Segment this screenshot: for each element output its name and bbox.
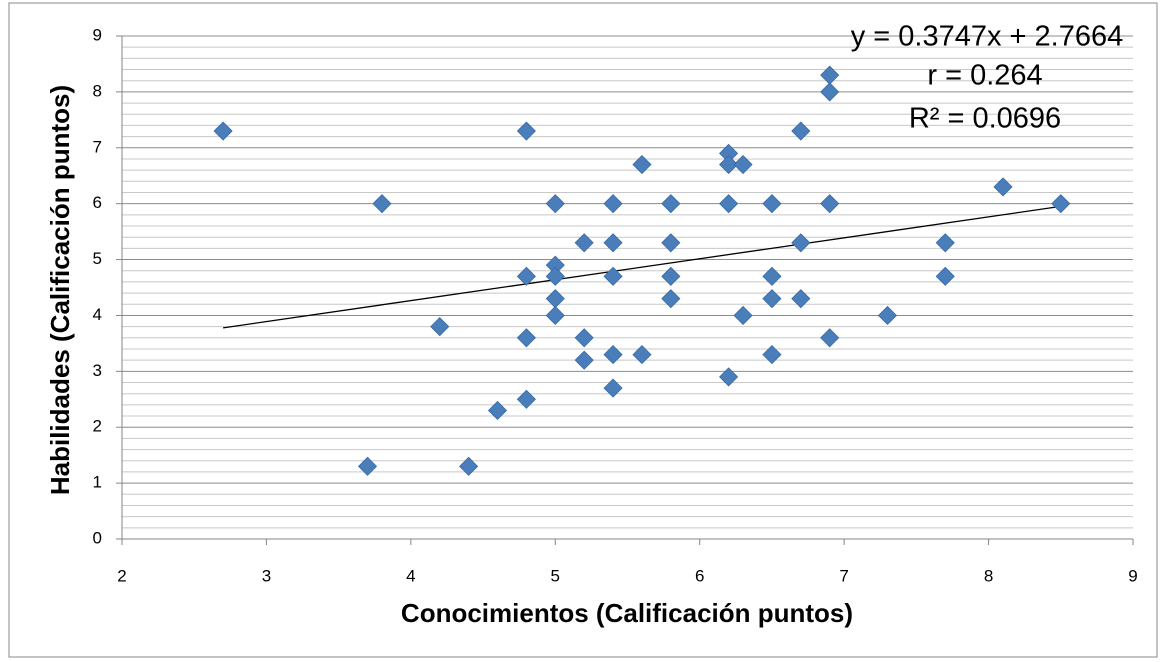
point — [603, 266, 623, 286]
point — [820, 328, 840, 348]
point — [733, 154, 753, 175]
point — [661, 194, 681, 214]
point — [574, 350, 594, 370]
y-tick-label: 3 — [93, 361, 102, 380]
point — [516, 389, 536, 409]
point — [516, 328, 536, 348]
point — [820, 82, 840, 102]
point — [762, 194, 782, 214]
y-tick-label: 0 — [93, 528, 102, 547]
point — [632, 345, 652, 365]
point — [603, 194, 623, 214]
point — [877, 305, 898, 326]
point — [516, 121, 536, 141]
point — [213, 121, 233, 141]
point — [459, 456, 479, 476]
point — [733, 305, 753, 326]
x-tick-label: 4 — [406, 566, 415, 585]
x-tick-label: 8 — [984, 566, 993, 585]
point — [762, 345, 782, 365]
y-tick-label: 8 — [93, 81, 102, 100]
point — [762, 266, 782, 286]
point — [487, 400, 508, 421]
point — [545, 305, 565, 326]
point — [632, 154, 652, 175]
grid — [122, 35, 1133, 540]
point — [372, 194, 392, 214]
annotation: y = 0.3747x + 2.7664 — [851, 21, 1124, 53]
point — [516, 266, 536, 286]
point — [993, 177, 1013, 197]
point — [719, 154, 739, 175]
point — [661, 266, 681, 286]
trendline — [223, 205, 1061, 329]
y-tick-label: 6 — [93, 193, 102, 212]
x-axis-title: Conocimientos (Calificación puntos) — [401, 598, 853, 628]
point — [719, 194, 739, 214]
x-tick-label: 9 — [1128, 566, 1137, 585]
annotation: R² = 0.0696 — [909, 103, 1061, 135]
point — [762, 289, 782, 309]
point — [935, 266, 955, 286]
point — [661, 289, 681, 309]
point — [791, 289, 811, 309]
y-axis-title: Habilidades (Calificación puntos) — [45, 85, 75, 495]
x-tick-label: 7 — [839, 566, 848, 585]
point — [661, 233, 681, 253]
point — [935, 233, 955, 253]
point — [791, 121, 811, 141]
y-tick-label: 2 — [93, 417, 102, 436]
point — [545, 194, 565, 214]
point — [574, 233, 594, 253]
point — [603, 345, 623, 365]
point — [574, 328, 594, 348]
point — [545, 266, 565, 286]
point — [820, 194, 840, 214]
y-tick-label: 7 — [93, 137, 102, 156]
x-tick-label: 3 — [262, 566, 271, 585]
x-tick-label: 2 — [117, 566, 126, 585]
x-tick-label: 5 — [551, 566, 560, 585]
point — [719, 367, 739, 387]
y-tick-label: 1 — [93, 473, 102, 492]
point — [791, 233, 811, 253]
point — [1051, 194, 1071, 214]
y-tick-label: 9 — [93, 25, 102, 44]
point — [603, 378, 623, 398]
point — [603, 233, 623, 253]
point — [357, 456, 378, 476]
annotation: r = 0.264 — [927, 60, 1042, 92]
y-tick-label: 4 — [93, 305, 102, 324]
y-tick-label: 5 — [93, 249, 102, 268]
x-tick-label: 6 — [695, 566, 704, 585]
point — [430, 317, 450, 337]
